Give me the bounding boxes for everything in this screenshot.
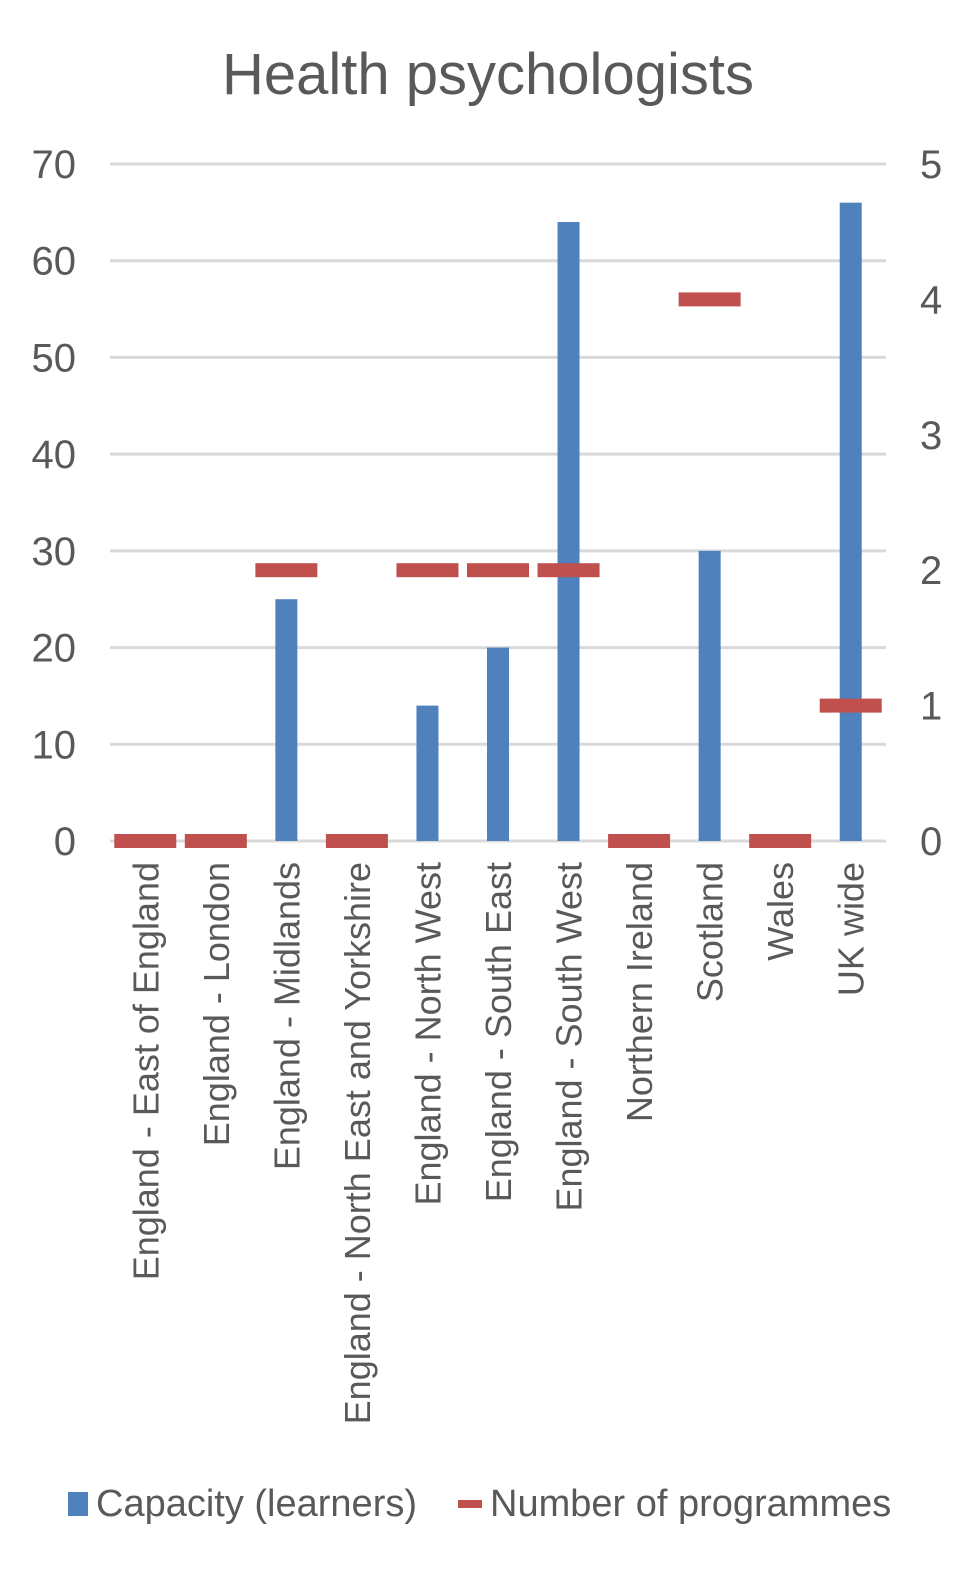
programmes-marker [537,563,600,578]
right-tick-label: 4 [920,278,942,322]
bar [839,202,862,841]
programmes-marker [749,834,812,848]
right-axis: 0 1 2 3 4 5 [920,143,942,864]
programmes-marker [678,292,741,307]
left-tick-label: 10 [32,723,77,767]
bar [275,599,298,841]
category-label: England - Midlands [266,862,307,1170]
category-label: UK wide [831,862,872,996]
programmes-marker [467,563,529,578]
right-tick-label: 1 [920,685,942,729]
right-tick-label: 0 [920,820,942,864]
legend-label-programmes: Number of programmes [490,1483,891,1525]
category-label: England - North East and Yorkshire [337,862,378,1424]
right-tick-label: 3 [920,414,942,458]
category-label: England - South East [478,862,519,1202]
legend-label-capacity: Capacity (learners) [96,1483,417,1525]
programmes-marker [114,834,177,848]
programmes-marker [184,834,247,848]
left-tick-label: 60 [32,240,77,284]
category-label: Northern Ireland [619,862,660,1122]
legend-swatch-programmes [458,1500,482,1508]
category-label: Scotland [690,862,731,1002]
left-tick-label: 0 [54,820,76,864]
programmes-marker [255,563,318,578]
left-tick-label: 40 [32,433,77,477]
dash-series [114,292,882,848]
left-axis: 0 10 20 30 40 50 60 70 [32,143,77,864]
x-axis-labels: England - East of England England - Londo… [125,862,871,1424]
legend-swatch-capacity [68,1492,88,1516]
chart-title: Health psychologists [222,42,754,107]
bar [416,705,439,841]
category-label: England - South West [549,862,590,1212]
right-tick-label: 5 [920,143,942,187]
category-label: England - North West [407,862,448,1206]
left-tick-label: 30 [32,530,77,574]
legend: Capacity (learners) Number of programmes [68,1483,891,1525]
left-tick-label: 50 [32,336,77,380]
programmes-marker [325,834,388,848]
bar-series [275,202,862,841]
programmes-marker [819,698,882,713]
bar [487,647,509,841]
bar [557,222,580,841]
category-label: England - London [196,862,237,1146]
programmes-marker [396,563,459,578]
category-label: Wales [760,862,801,961]
programmes-marker [608,834,671,848]
left-tick-label: 20 [32,627,77,671]
category-label: England - East of England [125,862,166,1280]
right-tick-label: 2 [920,549,942,593]
left-tick-label: 70 [32,143,77,187]
bar [698,550,721,841]
